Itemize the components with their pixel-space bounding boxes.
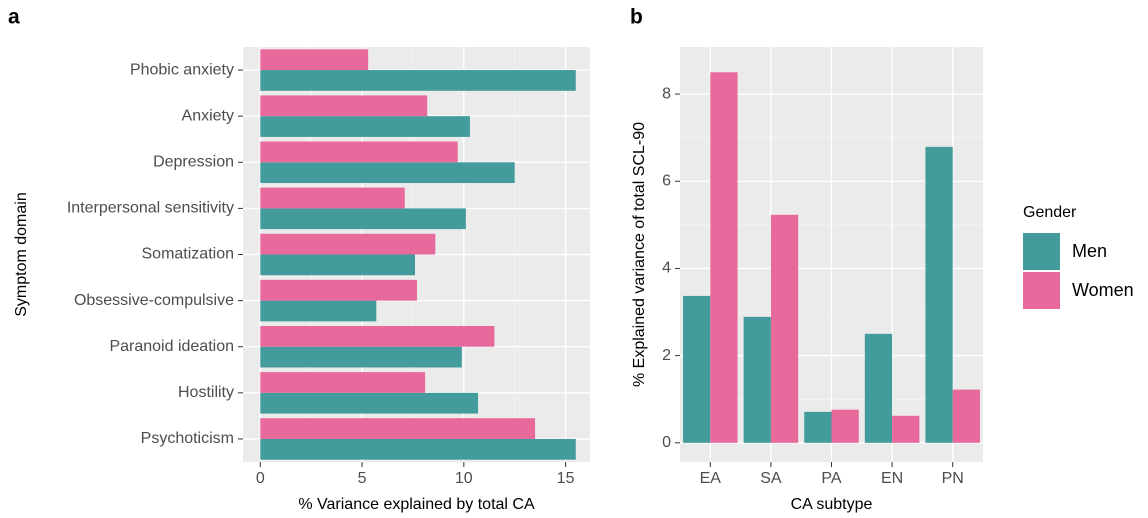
x-tick-label: 0 [256, 470, 265, 487]
y-axis-title: Symptom domain [13, 192, 30, 317]
x-tick-label: PN [942, 470, 964, 487]
y-tick-label: 6 [662, 172, 671, 189]
bar [260, 208, 466, 230]
y-tick-label: Obsessive-compulsive [74, 292, 234, 309]
legend-key [1023, 272, 1060, 309]
bar [260, 325, 495, 347]
bar [743, 316, 771, 443]
x-axis-title: % Variance explained by total CA [298, 496, 535, 513]
bar [260, 70, 576, 91]
bar [683, 295, 711, 443]
bar [864, 333, 893, 443]
x-tick-label: SA [760, 470, 782, 487]
bar [952, 389, 980, 443]
bar [925, 146, 953, 443]
bar [260, 95, 428, 117]
bar [892, 415, 920, 443]
x-tick-label: EN [881, 470, 903, 487]
y-tick-label: Depression [153, 153, 234, 170]
bar [260, 300, 377, 322]
bar [260, 187, 405, 209]
bar [260, 233, 436, 255]
x-tick-label: 10 [455, 470, 473, 487]
y-tick-label: 4 [662, 260, 671, 277]
y-tick-label: 0 [662, 434, 671, 451]
y-tick-label: Anxiety [182, 107, 234, 124]
x-axis-title: CA subtype [791, 496, 873, 513]
bar [260, 141, 458, 163]
bar [804, 411, 832, 443]
bar [260, 418, 536, 439]
y-tick-label: Psychoticism [141, 430, 234, 447]
panel-label: b [630, 6, 643, 29]
legend-label: Men [1072, 241, 1107, 261]
bar [710, 72, 738, 443]
y-tick-label: Somatization [142, 246, 235, 263]
legend-label: Women [1072, 280, 1134, 300]
y-tick-label: Interpersonal sensitivity [67, 200, 234, 217]
y-tick-label: Hostility [178, 384, 234, 401]
bar [260, 392, 479, 414]
x-tick-label: 15 [557, 470, 575, 487]
y-axis-title: % Explained variance of total SCL-90 [631, 122, 648, 387]
bar [260, 372, 426, 393]
bar [831, 409, 859, 443]
bar [260, 438, 576, 460]
y-tick-label: 2 [662, 347, 671, 364]
bar [260, 346, 462, 368]
y-tick-label: Paranoid ideation [109, 338, 234, 355]
panel-label: a [8, 6, 20, 29]
bar [260, 279, 418, 301]
bar [260, 162, 515, 184]
bar [260, 49, 369, 71]
bar [770, 214, 799, 443]
bar [260, 254, 415, 276]
bar [260, 116, 470, 137]
y-tick-label: 8 [662, 85, 671, 102]
legend-key [1023, 233, 1060, 270]
x-tick-label: 5 [358, 470, 367, 487]
x-tick-label: EA [700, 470, 722, 487]
legend-title: Gender [1023, 204, 1077, 221]
y-tick-label: Phobic anxiety [130, 61, 234, 78]
x-tick-label: PA [821, 470, 841, 487]
